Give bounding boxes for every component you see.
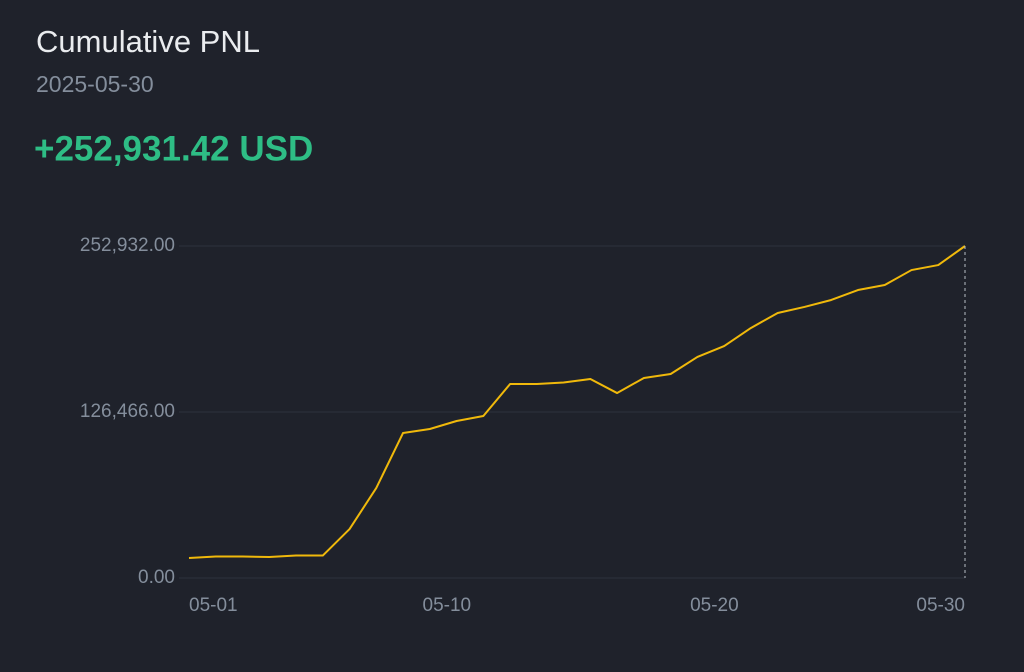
pnl-summary: +252,931.42 USD: [34, 129, 313, 168]
x-tick-label: 05-01: [189, 595, 238, 616]
x-tick-label: 05-30: [916, 595, 965, 616]
chart-subtitle: 2025-05-30: [36, 71, 154, 97]
pnl-line: [188, 245, 966, 560]
x-tick-label: 05-10: [423, 595, 472, 616]
y-tick-label: 126,466.00: [80, 401, 175, 422]
y-tick-label: 0.00: [138, 567, 175, 588]
chart-title: Cumulative PNL: [36, 24, 260, 59]
x-tick-label: 05-20: [690, 595, 739, 616]
y-tick-label: 252,932.00: [80, 235, 175, 256]
